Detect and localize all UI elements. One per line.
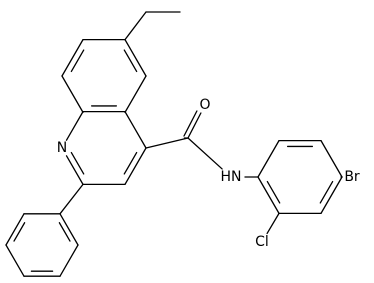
atom-label: Cl bbox=[255, 234, 269, 250]
bond bbox=[123, 49, 138, 73]
bond bbox=[257, 139, 280, 178]
bond bbox=[183, 110, 198, 137]
bond bbox=[319, 180, 334, 204]
bond bbox=[59, 183, 84, 215]
bond bbox=[65, 110, 84, 141]
bond bbox=[320, 176, 343, 215]
bond bbox=[61, 38, 84, 77]
bond bbox=[187, 112, 202, 139]
bond bbox=[187, 137, 223, 170]
bond bbox=[61, 75, 84, 114]
bond bbox=[124, 147, 147, 186]
bond bbox=[257, 176, 280, 215]
bond bbox=[123, 151, 138, 175]
bond bbox=[5, 244, 25, 277]
bonds bbox=[5, 11, 343, 277]
bond bbox=[124, 75, 147, 114]
bond bbox=[124, 38, 147, 77]
bond bbox=[124, 110, 147, 149]
bond bbox=[266, 180, 281, 204]
bond bbox=[320, 139, 343, 178]
atom-label: Br bbox=[344, 169, 360, 185]
bond bbox=[13, 222, 26, 242]
bond bbox=[5, 213, 25, 246]
bond bbox=[59, 213, 79, 246]
atom-label: N bbox=[57, 140, 67, 156]
bond bbox=[70, 151, 85, 175]
atom-label: O bbox=[199, 97, 210, 113]
bond bbox=[65, 155, 84, 186]
bond bbox=[70, 49, 85, 73]
bond bbox=[266, 212, 280, 235]
bond bbox=[58, 222, 71, 242]
bond bbox=[59, 244, 79, 277]
bond bbox=[124, 11, 147, 41]
atom-label: HN bbox=[221, 169, 242, 185]
bond bbox=[145, 137, 189, 149]
